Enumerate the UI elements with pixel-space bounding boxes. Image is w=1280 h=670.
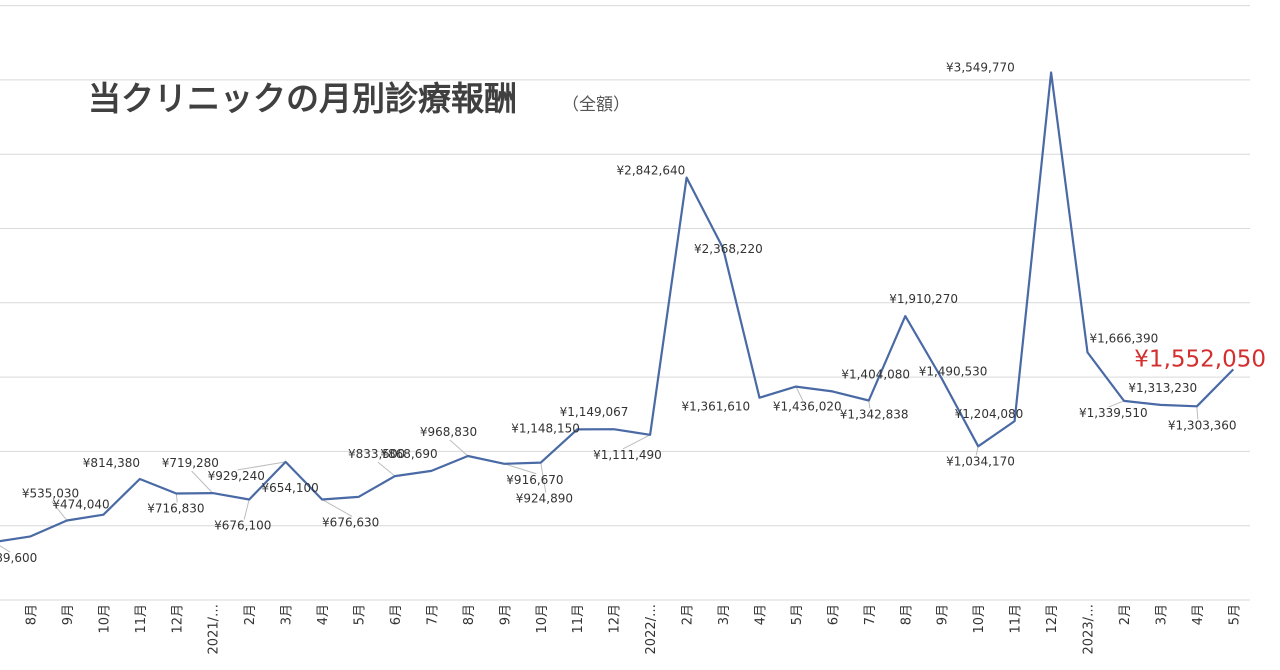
leader-line <box>622 434 651 450</box>
x-tick-label: 3月 <box>280 604 295 625</box>
data-label: ¥1,490,530 <box>919 365 988 379</box>
x-tick-label: 12月 <box>1045 604 1060 634</box>
x-tick-label: 3月 <box>717 604 732 625</box>
data-label: ¥833,500 <box>348 447 405 461</box>
data-label: ¥1,204,080 <box>955 407 1024 421</box>
data-label: ¥1,148,150 <box>511 421 580 435</box>
data-label: ¥2,368,220 <box>694 242 763 256</box>
x-tick-label: 7月 <box>425 604 440 625</box>
data-label: ¥474,040 <box>52 498 109 512</box>
data-label: ¥716,830 <box>147 501 204 515</box>
x-tick-label: 12月 <box>608 604 623 634</box>
leader-line <box>1108 400 1125 408</box>
x-tick-label: 2022/… <box>644 604 659 654</box>
leader-line <box>1196 406 1199 420</box>
x-tick-label: 5月 <box>1227 604 1242 625</box>
data-label: ¥676,630 <box>322 515 379 529</box>
data-label: ¥1,404,080 <box>841 367 910 381</box>
x-tick-label: 2月 <box>1118 604 1133 625</box>
data-label: ¥924,890 <box>516 492 573 506</box>
x-tick-label: 12月 <box>170 604 185 634</box>
data-label: ¥1,339,510 <box>1079 406 1148 420</box>
data-label: ¥1,149,067 <box>560 405 629 419</box>
x-tick-label: 4月 <box>316 604 331 625</box>
x-tick-label: 10月 <box>97 604 112 634</box>
leader-line <box>540 462 547 493</box>
leader-line <box>449 439 469 457</box>
x-tick-label: 5月 <box>353 604 368 625</box>
x-tick-label: 8月 <box>462 604 477 625</box>
leader-line <box>377 461 396 477</box>
x-tick-label: 8月 <box>25 604 40 625</box>
x-tick-labels: 7月 8月 9月 10月 11月 12月 2021/… 2月 3月 4月 5月 6月 7月 8月 9月 10月… <box>0 604 1242 654</box>
gridlines <box>0 5 1250 601</box>
leader-line <box>975 446 979 456</box>
leader-line <box>321 499 353 517</box>
x-tick-label: 9月 <box>498 604 513 625</box>
x-tick-label: 6月 <box>389 604 404 625</box>
data-label: ¥1,111,490 <box>593 448 662 462</box>
data-label: ¥3,549,770 <box>946 61 1015 75</box>
series-line <box>0 71 1235 543</box>
data-label: ¥929,240 <box>208 469 265 483</box>
x-tick-label: 6月 <box>826 604 841 625</box>
x-tick-label: 9月 <box>936 604 951 625</box>
x-tick-label: 4月 <box>754 604 769 625</box>
leader-line <box>243 499 250 520</box>
x-tick-label: 10月 <box>972 604 987 634</box>
x-tick-label: 2月 <box>243 604 258 625</box>
x-tick-label: 10月 <box>535 604 550 634</box>
x-tick-label: 11月 <box>1009 604 1024 634</box>
data-label: ¥1,361,610 <box>681 400 750 414</box>
data-label: ¥1,303,360 <box>1168 418 1237 432</box>
x-tick-label: 11月 <box>571 604 586 634</box>
x-tick-label: 8月 <box>899 604 914 625</box>
leader-line <box>795 386 804 401</box>
label-leader-lines <box>0 386 1199 553</box>
x-tick-label: 7月 <box>0 604 3 625</box>
highlight-value-label: ¥1,552,050 <box>1134 346 1266 372</box>
leader-line <box>175 493 178 503</box>
chart-title: 当クリニックの月別診療報酬 <box>88 79 517 118</box>
x-tick-label: 2023/… <box>1082 604 1097 654</box>
leader-line <box>51 501 68 521</box>
data-labels: ¥389,600 ¥535,030¥474,040 ¥814,380 ¥716,830… <box>0 61 1237 566</box>
data-label: ¥1,436,020 <box>773 400 842 414</box>
data-label: ¥1,313,230 <box>1128 381 1197 395</box>
x-tick-label: 2021/… <box>207 604 222 654</box>
x-tick-label: 7月 <box>863 604 878 625</box>
data-label: ¥1,034,170 <box>946 454 1015 468</box>
x-tick-label: 4月 <box>1191 604 1206 625</box>
chart-subtitle: （全額） <box>562 95 630 115</box>
data-label: ¥1,342,838 <box>840 407 909 421</box>
data-label: ¥719,280 <box>162 456 219 470</box>
data-label: ¥1,666,390 <box>1090 331 1159 345</box>
data-label: ¥868,690 <box>380 447 437 461</box>
data-label: ¥676,100 <box>214 519 271 533</box>
data-label: ¥1,910,270 <box>889 292 958 306</box>
x-tick-label: 11月 <box>134 604 149 634</box>
data-label: ¥814,380 <box>83 456 140 470</box>
x-tick-label: 9月 <box>61 604 76 625</box>
x-tick-label: 3月 <box>1154 604 1169 625</box>
data-label: ¥916,670 <box>506 473 563 487</box>
leader-line <box>868 400 871 409</box>
data-label: ¥389,600 <box>0 551 37 565</box>
data-label: ¥968,830 <box>420 425 477 439</box>
leader-line <box>504 463 537 475</box>
data-label: ¥654,100 <box>262 481 319 495</box>
leader-line <box>237 461 286 471</box>
x-tick-label: 2月 <box>681 604 696 625</box>
leader-line <box>191 470 214 494</box>
data-label: ¥535,030 <box>22 486 79 500</box>
x-tick-label: 5月 <box>790 604 805 625</box>
data-label: ¥2,842,640 <box>617 164 686 178</box>
leader-line <box>0 545 11 553</box>
